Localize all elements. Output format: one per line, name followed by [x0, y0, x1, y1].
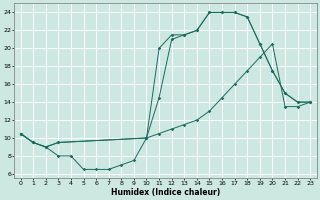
X-axis label: Humidex (Indice chaleur): Humidex (Indice chaleur)	[111, 188, 220, 197]
